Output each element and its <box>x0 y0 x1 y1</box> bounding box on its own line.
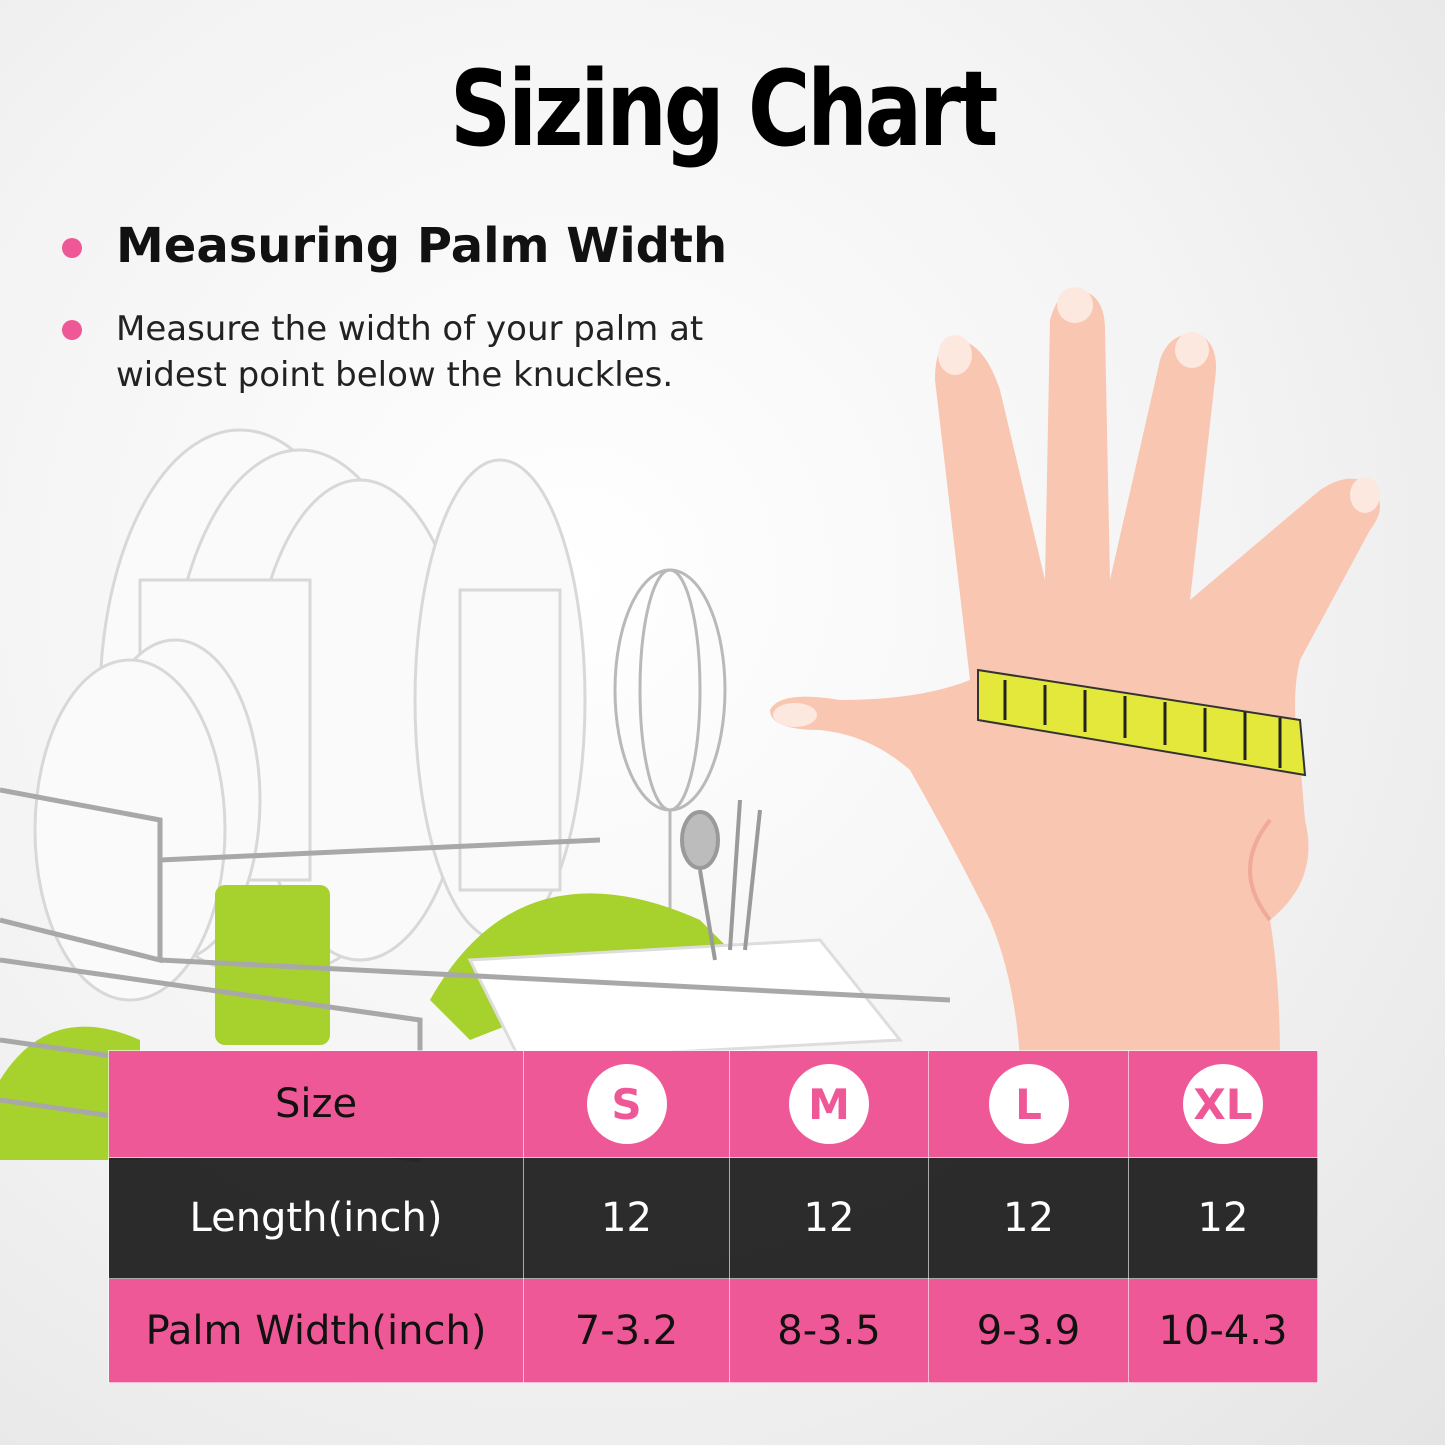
table-cell: 9-3.9 <box>928 1278 1129 1383</box>
row-label: Palm Width(inch) <box>108 1278 524 1383</box>
section-heading: Measuring Palm Width <box>116 218 728 274</box>
size-badge-l: L <box>988 1064 1069 1144</box>
table-cell: 8-3.5 <box>729 1278 929 1383</box>
table-cell: 12 <box>1128 1157 1318 1279</box>
page-title: Sizing Chart <box>449 48 999 170</box>
size-badge-xl: XL <box>1183 1064 1263 1144</box>
table-row: Length(inch) 12 12 12 12 <box>108 1157 1318 1279</box>
table-row: Palm Width(inch) 7-3.2 8-3.5 9-3.9 10-4.… <box>108 1278 1318 1383</box>
section-description: Measure the width of your palm at widest… <box>116 309 704 395</box>
table-cell: 10-4.3 <box>1128 1278 1318 1383</box>
bullet-dot <box>62 238 82 258</box>
table-cell: 12 <box>729 1157 929 1279</box>
sizing-table: Size S M L XL Length(inch) 12 12 12 12 P… <box>108 1050 1318 1383</box>
table-cell: 12 <box>523 1157 730 1279</box>
table-cell: 12 <box>928 1157 1129 1279</box>
size-badge-m: M <box>789 1064 869 1144</box>
bullet-dot <box>62 320 82 340</box>
row-label: Length(inch) <box>108 1157 524 1279</box>
dish-rack-photo <box>0 428 951 1163</box>
size-badge-s: S <box>586 1064 667 1144</box>
table-header-row: Size S M L XL <box>108 1050 1318 1158</box>
measuring-tape <box>977 668 1307 777</box>
header-label: Size <box>108 1050 524 1158</box>
hand-illustration <box>770 287 1380 1060</box>
table-cell: 7-3.2 <box>523 1278 730 1383</box>
